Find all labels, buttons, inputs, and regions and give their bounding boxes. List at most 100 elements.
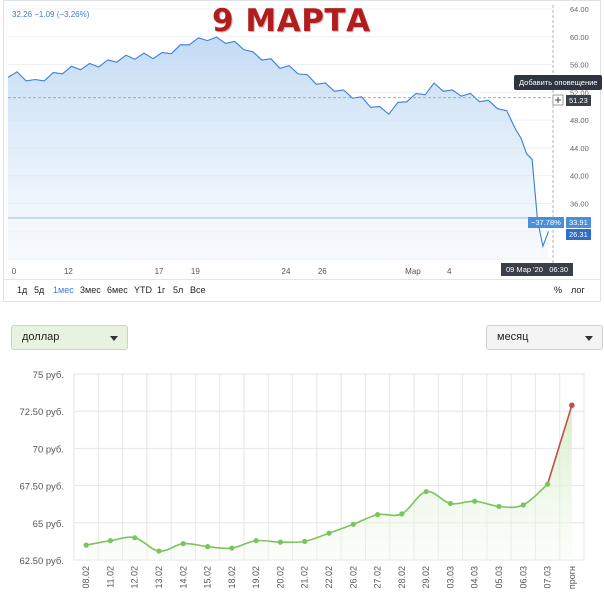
x-tick-label: 21.02 [300, 566, 310, 589]
data-point [472, 498, 478, 504]
data-point [156, 548, 162, 554]
range-button-1m[interactable]: 1мес [53, 285, 74, 295]
y-tick-label: 62.50 руб. [19, 556, 64, 567]
range-button-all[interactable]: Все [190, 285, 206, 295]
x-tick-label: 19 [191, 267, 200, 276]
y-tick-label: 64.00 [570, 5, 589, 14]
x-tick-label: 12 [64, 267, 73, 276]
range-toolbar: 1д 5д 1мес 3мес 6мес YTD 1г 5л Все % лог [4, 279, 600, 301]
currency-select[interactable]: доллар [11, 325, 128, 350]
y-tick-label: 40.00 [570, 172, 589, 181]
data-point [107, 538, 114, 544]
x-tick-label: 15.02 [203, 566, 213, 589]
data-point [496, 503, 502, 510]
data-point [350, 521, 356, 527]
series-line [7, 36, 549, 249]
x-tick-label: 18.02 [227, 566, 237, 589]
x-tick-label: 04.03 [470, 566, 480, 589]
period-select-value: месяц [497, 331, 529, 343]
data-point [302, 538, 308, 544]
x-tick-label: 19.02 [251, 566, 261, 589]
low-price-tag: 33.91 [566, 217, 591, 228]
range-button-ytd[interactable]: YTD [134, 285, 152, 295]
x-tick-label: 08.02 [81, 566, 91, 589]
x-tick-label: 28.02 [397, 566, 407, 589]
y-tick-label: 60.00 [570, 33, 589, 42]
range-button-5y[interactable]: 5л [173, 285, 184, 295]
data-point [447, 500, 454, 507]
y-tick-label: 75 руб. [33, 370, 64, 381]
range-button-3m[interactable]: 3мес [80, 285, 101, 295]
crosshair-date-badge: 09 Мар '20 06:30 [501, 263, 574, 276]
y-tick-label: 67.50 руб. [19, 482, 64, 493]
currency-select-value: доллар [22, 331, 60, 343]
x-tick-label: 17 [155, 267, 164, 276]
oil-price-chart[interactable]: 64.00 60.00 56.00 52.00 48.00 44.00 40.00 36.00… [4, 1, 600, 279]
x-tick-label: 22.02 [324, 566, 334, 589]
data-point [326, 530, 332, 536]
date-badge-date: 09 Мар '20 [506, 265, 543, 274]
data-point [520, 502, 526, 508]
current-price-tag: 51.23 [566, 95, 591, 106]
data-point [204, 544, 211, 550]
log-scale-button[interactable]: лог [571, 285, 585, 295]
x-tick-label: 26 [318, 267, 327, 276]
x-tick-label: 12.02 [130, 566, 140, 589]
quote-line: 32.26 −1.09 (−3.26%) [12, 10, 90, 19]
chevron-down-icon [110, 336, 118, 341]
x-tick-label: 11.02 [105, 566, 115, 588]
drop-percent-tag: −37.78% [528, 217, 564, 228]
y-tick-label: 48.00 [570, 116, 589, 125]
range-button-1d[interactable]: 1д [17, 285, 28, 295]
x-tick-label: 03.03 [445, 566, 455, 589]
x-tick-label: 14.02 [178, 566, 188, 589]
x-tick-label: 05.03 [494, 566, 504, 589]
x-tick-label: 07.03 [543, 566, 553, 589]
data-point [399, 511, 405, 517]
y-tick-label: 36.00 [570, 199, 589, 208]
percent-scale-button[interactable]: % [554, 285, 563, 295]
data-point [83, 542, 89, 548]
add-alert-tooltip[interactable]: Добавить оповещение [514, 75, 603, 90]
forecast-point [569, 402, 575, 409]
x-tick-label: 4 [447, 267, 452, 276]
range-button-6m[interactable]: 6мес [107, 285, 128, 295]
x-tick-label: 20.02 [275, 566, 285, 589]
series-area [8, 37, 549, 259]
data-point [132, 535, 138, 541]
period-select[interactable]: месяц [486, 325, 603, 350]
data-point [229, 545, 235, 551]
range-button-1y[interactable]: 1г [157, 285, 166, 295]
rub-exchange-rate-chart: 75 руб. 72.50 руб. 70 руб. 67.50 руб. 65 руб… [19, 370, 585, 589]
last-price-tag: 26.31 [566, 229, 591, 240]
data-point [423, 488, 429, 495]
x-tick-label: 06.03 [518, 566, 528, 589]
data-point [374, 512, 381, 518]
x-tick-label: 24 [282, 267, 291, 276]
series-area [86, 405, 572, 560]
y-tick-label: 52.00 [570, 88, 589, 97]
x-tick-label: 29.02 [421, 566, 431, 589]
data-point [544, 481, 551, 487]
y-tick-label: 72.50 руб. [19, 407, 64, 418]
oil-price-chart-panel: 64.00 60.00 56.00 52.00 48.00 44.00 40.00 36.00… [3, 0, 603, 302]
headline-date: 9 МАРТА [212, 3, 371, 39]
x-tick-label: 27.02 [373, 566, 383, 589]
range-button-5d[interactable]: 5д [34, 285, 45, 295]
y-tick-label: 65 руб. [33, 519, 64, 530]
data-point [253, 538, 259, 544]
data-point [180, 541, 186, 547]
chevron-down-icon [585, 336, 593, 341]
x-tick-label: 26.02 [348, 566, 358, 589]
x-tick-label: 13.02 [154, 566, 164, 589]
forecast-line [546, 405, 573, 485]
y-tick-label: 56.00 [570, 61, 589, 70]
date-badge-time: 06:30 [549, 265, 569, 274]
y-tick-label: 70 руб. [33, 444, 64, 455]
data-point [277, 539, 284, 545]
x-tick-label: 0 [12, 267, 17, 276]
y-tick-label: 44.00 [570, 144, 589, 153]
x-tick-label: Мар [405, 267, 421, 276]
x-tick-label: прогн [567, 566, 577, 589]
